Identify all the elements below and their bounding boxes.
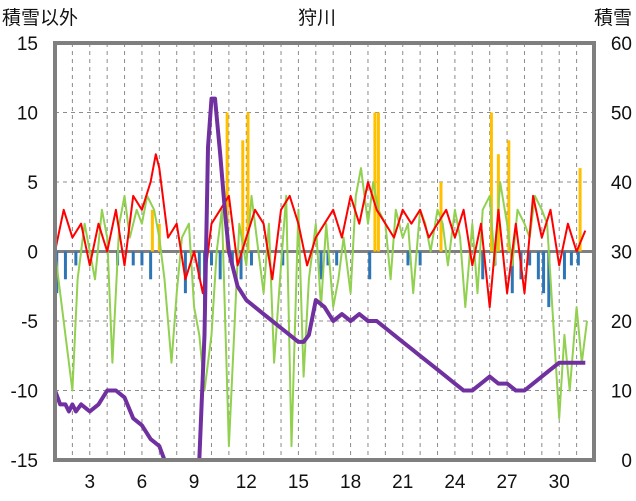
right-tick-label: 50 <box>611 104 632 125</box>
left-tick-label: -5 <box>21 312 38 333</box>
blue-bar <box>569 251 573 266</box>
blue-bar <box>326 251 330 266</box>
left-tick-label: 10 <box>17 104 38 125</box>
red-series-line <box>54 153 587 309</box>
blue-bar <box>209 251 213 266</box>
left-tick-label: 5 <box>27 173 38 194</box>
yellow-bar <box>150 209 154 252</box>
blue-bar <box>481 251 485 280</box>
blue-bar <box>183 251 187 294</box>
blue-bar <box>74 251 78 266</box>
blue-bar <box>406 251 410 266</box>
x-tick-label: 12 <box>236 472 257 493</box>
left-tick-label: 0 <box>27 243 38 264</box>
yellow-bar <box>376 112 380 252</box>
right-tick-label: 20 <box>611 312 632 333</box>
blue-bar <box>149 251 153 280</box>
yellow-bar <box>489 112 493 252</box>
blue-bar <box>335 251 339 266</box>
right-tick-label: 10 <box>611 382 632 403</box>
blue-bar <box>63 251 67 280</box>
yellow-bar <box>225 112 229 252</box>
plot-frame <box>53 41 596 462</box>
blue-bar <box>547 251 551 308</box>
yellow-bar <box>246 112 250 252</box>
x-tick-label: 30 <box>549 472 570 493</box>
blue-bar <box>140 251 144 266</box>
left-tick-label: -15 <box>11 451 38 472</box>
blue-bar <box>368 251 372 280</box>
blue-bar <box>542 251 546 294</box>
blue-bar <box>239 251 243 280</box>
right-tick-label: 40 <box>611 173 632 194</box>
yellow-bar <box>507 140 511 252</box>
blue-bar <box>576 251 580 266</box>
chart-title: 狩川 <box>298 7 336 29</box>
snow-series-line <box>53 96 586 462</box>
yellow-bar <box>373 112 377 252</box>
x-tick-label: 3 <box>84 472 95 493</box>
blue-bar <box>510 251 514 294</box>
lines <box>53 96 588 462</box>
blue-bar <box>319 251 323 280</box>
left-tick-label: 15 <box>17 34 38 55</box>
x-tick-label: 6 <box>137 472 148 493</box>
blue-bar <box>281 251 285 266</box>
x-tick-label: 27 <box>496 472 517 493</box>
yellow-bar <box>578 168 582 252</box>
right-tick-label: 30 <box>611 243 632 264</box>
blue-bar <box>249 251 253 266</box>
blue-bar <box>131 251 135 266</box>
blue-bar <box>528 251 532 266</box>
left-axis-label: 積雪以外 <box>2 7 78 29</box>
right-tick-label: 0 <box>621 451 632 472</box>
x-tick-label: 24 <box>444 472 466 493</box>
blue-bar <box>562 251 566 280</box>
right-tick-label: 60 <box>611 34 632 55</box>
left-tick-label: -10 <box>11 382 38 403</box>
x-tick-label: 9 <box>189 472 200 493</box>
right-axis-label: 積雪 <box>594 7 632 29</box>
bars <box>55 112 582 308</box>
blue-bar <box>536 251 540 280</box>
blue-bar <box>418 251 422 266</box>
blue-bar <box>218 251 222 280</box>
x-tick-label: 21 <box>392 472 413 493</box>
yellow-bar <box>241 140 245 252</box>
tick-labels: -15 -10 -5 0 5 10 15 0 10 20 30 40 50 60 3 6 9 12 15 18 21 24… <box>11 34 632 493</box>
blue-bar <box>197 251 201 280</box>
x-tick-label: 18 <box>340 472 361 493</box>
x-tick-label: 15 <box>288 472 309 493</box>
